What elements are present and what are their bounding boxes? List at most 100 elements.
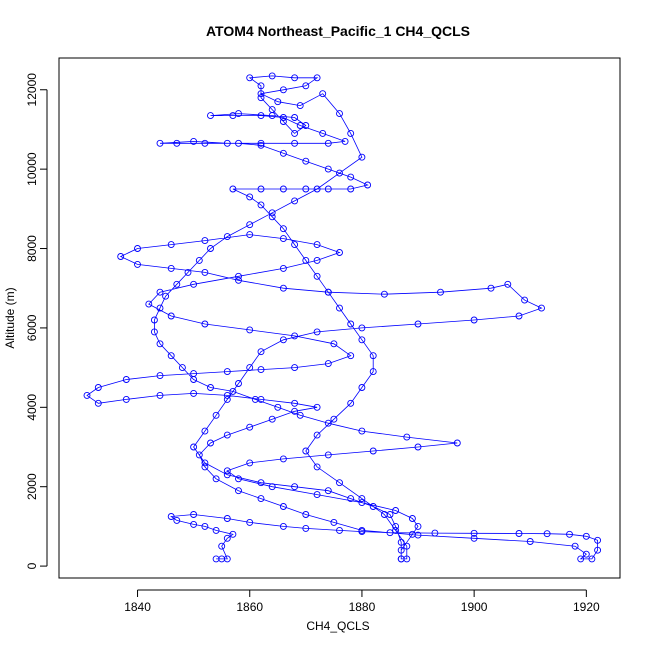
data-point [538, 304, 545, 312]
data-point [392, 526, 400, 534]
data-point [515, 530, 523, 537]
data-point [386, 529, 394, 537]
data-point [302, 256, 310, 264]
data-point [178, 364, 186, 372]
data-point [201, 268, 209, 276]
data-point [330, 340, 338, 348]
data-point [150, 316, 158, 324]
data-point [218, 542, 226, 550]
data-point [313, 491, 321, 499]
data-point [201, 459, 209, 467]
data-point [336, 304, 343, 312]
data-point [156, 372, 164, 380]
data-point [212, 526, 220, 534]
data-point [347, 173, 355, 181]
data-point [369, 503, 377, 510]
data-point [274, 403, 282, 411]
data-point [246, 459, 254, 467]
data-point [190, 280, 198, 288]
data-point [319, 90, 327, 98]
data-point [313, 431, 321, 439]
data-point [201, 463, 209, 471]
data-point [223, 471, 231, 479]
data-point [392, 522, 400, 530]
y-tick-label: 4000 [25, 394, 39, 421]
data-point [392, 507, 400, 514]
data-point [279, 118, 287, 125]
data-point [397, 538, 405, 546]
data-point [268, 209, 276, 217]
data-point [291, 332, 299, 340]
data-point [117, 253, 125, 260]
data-point [207, 439, 214, 447]
data-point [582, 532, 590, 540]
data-point [257, 201, 265, 209]
data-point [235, 272, 242, 280]
data-point [504, 280, 512, 288]
data-point [324, 451, 332, 459]
data-point [145, 300, 153, 308]
data-point [257, 185, 265, 193]
data-point [229, 530, 237, 538]
data-point [122, 395, 130, 403]
axes: 1840 1860 1880 1900 1920 0 2000 4000 6000 8000 100… [25, 73, 600, 614]
data-point [291, 139, 299, 147]
data-point [324, 288, 332, 296]
data-point [246, 518, 254, 526]
data-point [173, 139, 181, 147]
data-point [526, 538, 534, 545]
data-point [313, 74, 321, 82]
data-point [521, 296, 529, 304]
data-point [223, 555, 231, 563]
data-point [268, 72, 276, 80]
data-point [324, 165, 332, 173]
data-point [268, 483, 276, 491]
data-point [257, 139, 265, 147]
data-point [268, 106, 276, 114]
data-point [571, 542, 579, 550]
data-point [190, 389, 198, 397]
data-point [156, 139, 164, 147]
data-point [408, 515, 416, 522]
data-point [156, 391, 164, 399]
data-point [134, 260, 141, 268]
data-point [212, 475, 220, 483]
data-point [274, 98, 282, 106]
data-point [358, 495, 366, 503]
data-point [201, 427, 209, 435]
x-tick-label: 1880 [349, 600, 376, 614]
data-point [190, 511, 198, 518]
data-point [313, 463, 321, 471]
data-point [83, 391, 91, 399]
data-point [195, 256, 203, 264]
data-point [324, 139, 332, 147]
data-point [358, 336, 366, 344]
data-point [257, 112, 265, 120]
data-point [594, 536, 602, 544]
data-point [291, 114, 299, 121]
data-point [324, 185, 332, 193]
data-point [173, 280, 181, 288]
data-point [235, 380, 242, 387]
data-point [201, 237, 209, 245]
data-point [336, 169, 343, 177]
data-point [369, 368, 377, 376]
data-point [313, 272, 321, 280]
data-point [279, 336, 287, 344]
y-tick-label: 6000 [25, 314, 39, 341]
data-point [453, 439, 461, 447]
data-point [223, 368, 231, 376]
data-point [594, 546, 602, 554]
data-point [167, 352, 175, 360]
data-point [156, 304, 164, 312]
data-point [302, 122, 310, 129]
data-point [279, 225, 287, 233]
data-point [279, 264, 287, 272]
data-point [291, 483, 299, 491]
data-point [223, 467, 231, 475]
data-point [223, 534, 231, 542]
data-point [291, 74, 299, 82]
data-point [257, 94, 265, 102]
